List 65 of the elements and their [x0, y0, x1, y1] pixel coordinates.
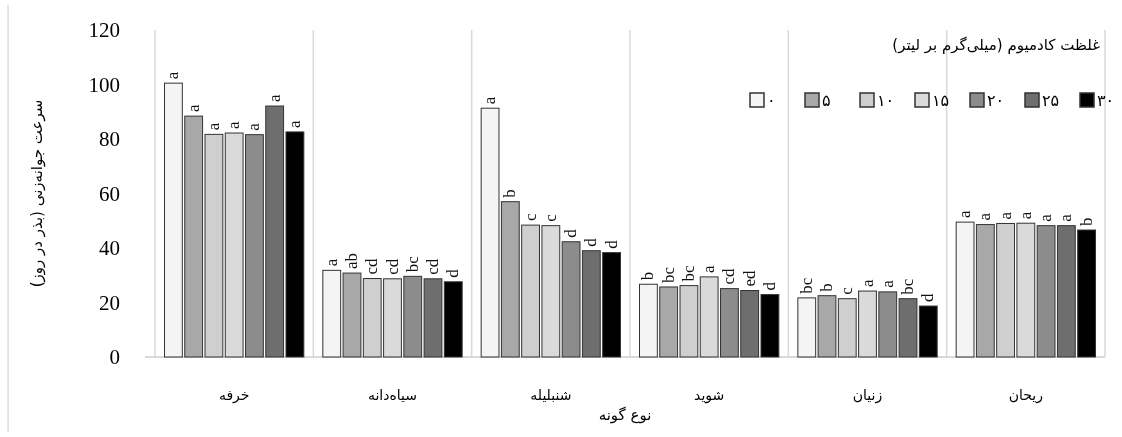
- y-axis-title: سرعت جوانه‌زنی (بذر در روز): [28, 99, 46, 288]
- data-label: d: [918, 293, 938, 303]
- data-label: a: [1036, 213, 1056, 222]
- data-label: b: [638, 271, 658, 281]
- data-label: a: [163, 71, 183, 80]
- y-tick-label: 40: [99, 236, 120, 261]
- data-label: cd: [719, 268, 739, 285]
- x-tick-label: شنبلیله: [530, 387, 572, 403]
- data-label: a: [203, 122, 223, 131]
- data-label: b: [1076, 217, 1096, 227]
- data-label: ab: [342, 253, 361, 270]
- x-tick-label: خرفه: [218, 387, 250, 404]
- data-label: a: [699, 264, 719, 273]
- data-label: a: [1056, 213, 1076, 222]
- legend-title: غلظت کادمیوم (میلی‌گرم بر لیتر): [892, 36, 1101, 54]
- data-label: a: [857, 279, 877, 288]
- y-tick-label: 0: [109, 345, 120, 370]
- data-label: bc: [796, 277, 816, 294]
- data-label: a: [284, 119, 304, 128]
- y-tick-label: 20: [99, 290, 120, 315]
- data-label: a: [244, 122, 264, 131]
- data-label: cd: [362, 257, 382, 275]
- data-label: bc: [658, 266, 678, 283]
- data-label: bc: [402, 255, 422, 273]
- data-label: a: [264, 94, 284, 103]
- legend-label: ۱۰: [877, 91, 895, 110]
- data-label: b: [500, 189, 520, 198]
- data-label: a: [1015, 211, 1035, 220]
- data-label: a: [321, 258, 341, 267]
- x-tick-label: ریحان: [1008, 387, 1043, 404]
- data-label: c: [837, 286, 857, 295]
- data-label: d: [443, 268, 463, 278]
- data-label: d: [759, 281, 779, 291]
- data-label: a: [877, 279, 897, 288]
- legend-label: ۱۵: [932, 91, 950, 110]
- data-label: a: [480, 96, 500, 105]
- data-label: a: [995, 211, 1015, 220]
- y-tick-label: 60: [99, 181, 120, 206]
- data-label: bc: [678, 265, 698, 282]
- data-label: b: [817, 283, 836, 292]
- y-tick-label: 80: [99, 127, 120, 152]
- data-label: d: [581, 237, 601, 247]
- data-label: bc: [898, 278, 917, 295]
- data-label: a: [183, 104, 203, 113]
- data-label: cd: [382, 258, 402, 275]
- data-label: ed: [739, 269, 759, 287]
- y-tick-label: 100: [88, 72, 120, 97]
- x-tick-label: شوید: [694, 387, 725, 404]
- data-label: cd: [423, 258, 442, 275]
- legend-label: ۲۵: [1042, 91, 1060, 110]
- legend-label: ۲۰: [987, 91, 1005, 110]
- data-label: a: [955, 210, 975, 219]
- y-tick-label: 120: [88, 18, 120, 43]
- legend-label: ۳۰: [1097, 91, 1115, 110]
- data-label: d: [561, 228, 581, 238]
- x-tick-label: زنیان: [852, 387, 883, 404]
- x-tick-label: سیاه‌دانه: [367, 387, 418, 403]
- x-axis-title: نوع گونه: [598, 406, 652, 424]
- data-label: c: [540, 213, 560, 222]
- legend-label: ۵: [822, 91, 831, 110]
- data-label: a: [975, 212, 995, 221]
- data-label: d: [601, 239, 621, 249]
- data-label: c: [520, 213, 540, 222]
- data-label: a: [224, 121, 244, 130]
- legend-label: ۰: [767, 91, 776, 110]
